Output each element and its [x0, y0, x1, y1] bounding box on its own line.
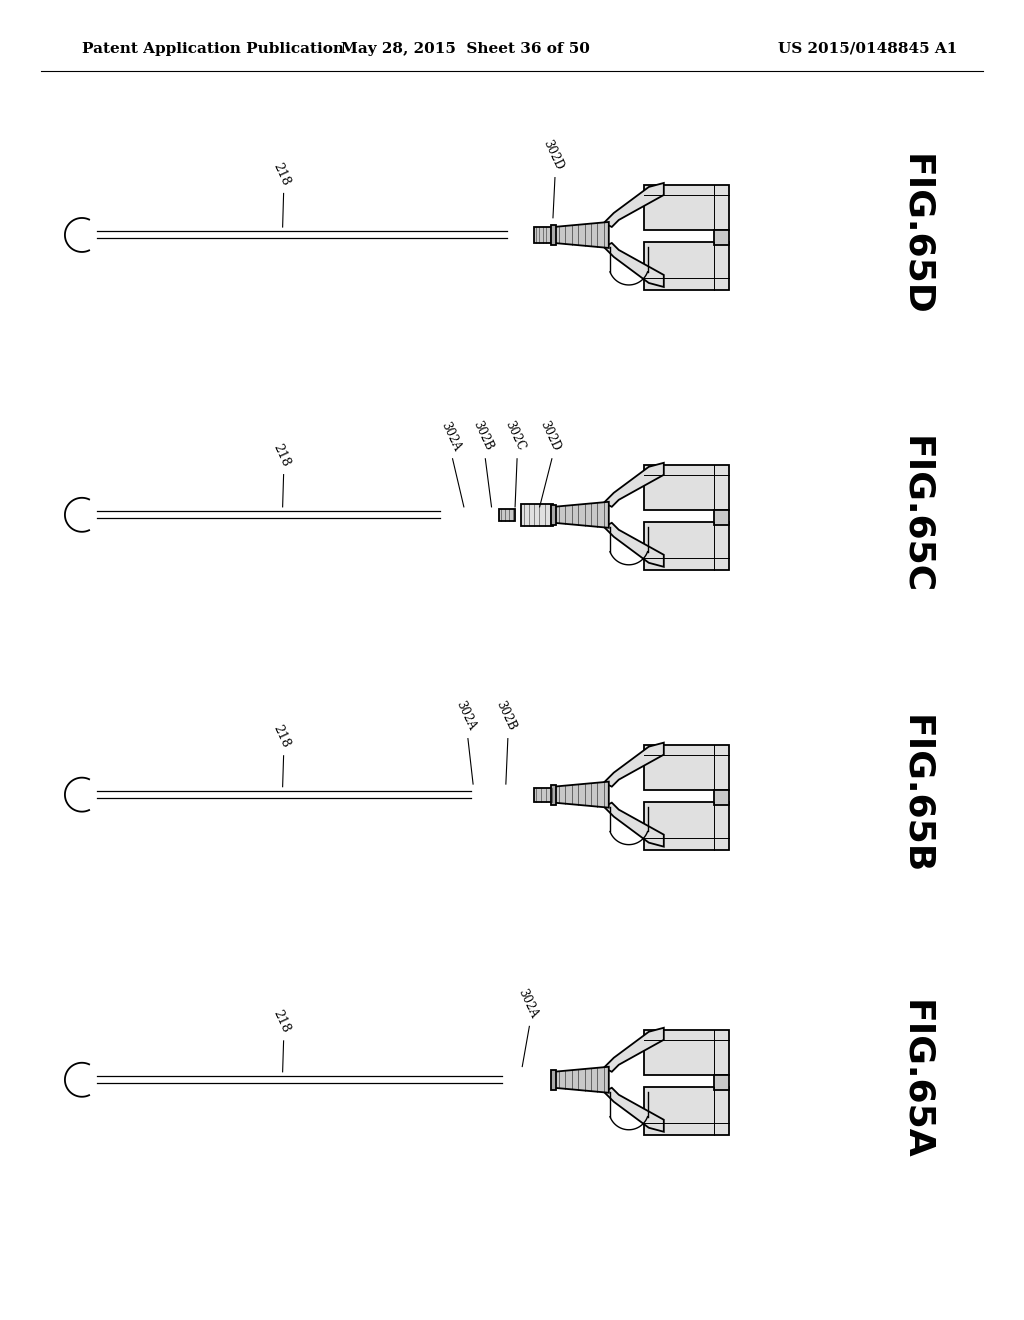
- Bar: [644, 242, 729, 290]
- Text: Patent Application Publication: Patent Application Publication: [82, 42, 344, 55]
- Text: US 2015/0148845 A1: US 2015/0148845 A1: [778, 42, 957, 55]
- Bar: [534, 788, 554, 801]
- Bar: [551, 1069, 556, 1090]
- Bar: [714, 789, 729, 805]
- Text: FIG.65D: FIG.65D: [899, 154, 934, 315]
- Text: FIG.65B: FIG.65B: [899, 715, 934, 874]
- Bar: [551, 504, 556, 525]
- Text: 218: 218: [270, 160, 293, 187]
- Text: 302A: 302A: [515, 987, 540, 1020]
- Bar: [551, 224, 556, 246]
- Bar: [714, 230, 729, 246]
- Bar: [644, 1030, 729, 1074]
- Polygon shape: [604, 523, 664, 566]
- Polygon shape: [554, 781, 609, 808]
- Text: 302D: 302D: [538, 418, 562, 453]
- Bar: [551, 784, 556, 805]
- Polygon shape: [604, 1028, 664, 1072]
- Bar: [644, 1086, 729, 1135]
- Bar: [644, 185, 729, 230]
- Text: 218: 218: [270, 1007, 293, 1035]
- Polygon shape: [604, 243, 664, 286]
- Polygon shape: [554, 222, 609, 248]
- Text: 302B: 302B: [471, 418, 496, 453]
- Polygon shape: [604, 743, 664, 787]
- Polygon shape: [554, 502, 609, 528]
- Text: 218: 218: [270, 722, 293, 750]
- Bar: [714, 1074, 729, 1090]
- Text: 218: 218: [270, 441, 293, 469]
- Text: 302A: 302A: [454, 700, 478, 733]
- Bar: [644, 465, 729, 510]
- Bar: [714, 510, 729, 525]
- Polygon shape: [604, 463, 664, 507]
- Text: 302D: 302D: [541, 137, 565, 172]
- Text: 302A: 302A: [438, 420, 463, 453]
- Polygon shape: [604, 183, 664, 227]
- Text: FIG.65A: FIG.65A: [899, 999, 934, 1160]
- Bar: [499, 508, 515, 521]
- Bar: [644, 801, 729, 850]
- Polygon shape: [604, 1088, 664, 1131]
- Text: 302B: 302B: [494, 698, 518, 733]
- Text: 302C: 302C: [503, 418, 527, 453]
- Bar: [644, 744, 729, 789]
- Text: May 28, 2015  Sheet 36 of 50: May 28, 2015 Sheet 36 of 50: [341, 42, 591, 55]
- Bar: [534, 227, 552, 243]
- Polygon shape: [604, 803, 664, 846]
- Text: FIG.65C: FIG.65C: [899, 436, 934, 594]
- Bar: [521, 504, 553, 525]
- Polygon shape: [554, 1067, 609, 1093]
- Bar: [644, 521, 729, 570]
